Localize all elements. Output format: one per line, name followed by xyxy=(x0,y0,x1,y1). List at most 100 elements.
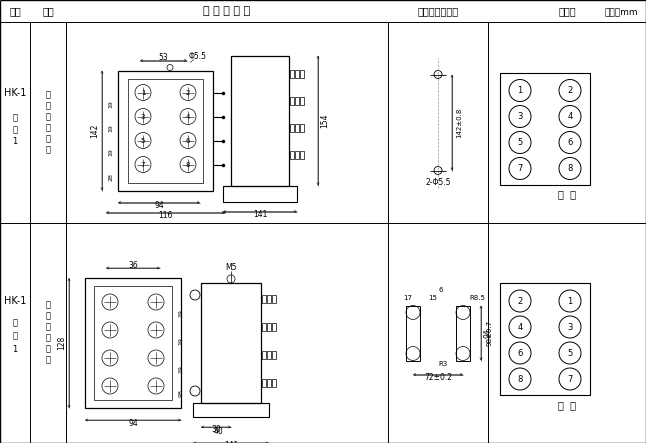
Text: 出: 出 xyxy=(45,101,50,110)
Text: 前: 前 xyxy=(45,123,50,132)
Bar xyxy=(201,283,261,403)
Text: 式: 式 xyxy=(45,112,50,121)
Text: 端子图: 端子图 xyxy=(558,6,576,16)
Bar xyxy=(193,403,269,417)
Text: 7: 7 xyxy=(141,162,145,167)
Bar xyxy=(456,306,470,361)
Bar xyxy=(272,323,276,331)
Text: HK-1: HK-1 xyxy=(4,296,26,306)
Text: 142±0.8: 142±0.8 xyxy=(456,107,462,138)
Text: 6: 6 xyxy=(439,288,443,294)
Text: 19: 19 xyxy=(109,148,114,156)
Text: 128: 128 xyxy=(57,336,67,350)
Bar xyxy=(272,379,276,387)
Bar xyxy=(267,323,271,331)
Text: 36: 36 xyxy=(128,260,138,269)
Bar xyxy=(267,351,271,359)
Text: 后: 后 xyxy=(45,334,50,342)
Text: 19: 19 xyxy=(178,309,183,317)
Text: 背  视: 背 视 xyxy=(558,400,576,410)
Bar xyxy=(295,97,299,105)
Text: 7: 7 xyxy=(517,164,523,173)
Text: 1: 1 xyxy=(567,296,572,306)
Bar xyxy=(300,124,304,132)
Text: 接: 接 xyxy=(45,345,50,354)
Bar xyxy=(300,151,304,159)
Text: 28: 28 xyxy=(109,174,114,182)
Bar xyxy=(300,97,304,105)
Text: 2: 2 xyxy=(517,296,523,306)
Text: 前  视: 前 视 xyxy=(558,190,576,199)
Text: 19: 19 xyxy=(178,337,183,345)
Bar xyxy=(267,295,271,303)
Bar xyxy=(290,70,294,78)
Text: 94: 94 xyxy=(128,419,138,427)
Text: 4: 4 xyxy=(517,323,523,331)
Text: 图号: 图号 xyxy=(9,6,21,16)
Bar xyxy=(300,70,304,78)
Text: 式: 式 xyxy=(45,323,50,331)
Bar xyxy=(500,283,590,395)
Text: 15: 15 xyxy=(428,295,437,300)
Text: 72±0.2: 72±0.2 xyxy=(424,373,452,382)
Bar xyxy=(290,151,294,159)
Text: 接: 接 xyxy=(45,134,50,143)
Text: 4: 4 xyxy=(186,113,190,120)
Text: 附: 附 xyxy=(12,319,17,327)
Text: 6: 6 xyxy=(186,137,191,144)
Text: 40: 40 xyxy=(214,427,224,436)
Text: 98±0.7: 98±0.7 xyxy=(486,320,492,346)
Text: 19: 19 xyxy=(178,365,183,373)
Bar xyxy=(500,73,590,184)
Text: 结构: 结构 xyxy=(42,6,54,16)
Bar xyxy=(272,351,276,359)
Text: 5: 5 xyxy=(141,137,145,144)
Bar xyxy=(118,70,213,190)
Bar xyxy=(223,186,297,202)
Bar xyxy=(295,124,299,132)
Bar xyxy=(267,379,271,387)
Text: 141: 141 xyxy=(253,210,267,219)
Text: 1: 1 xyxy=(141,89,145,96)
Text: 出: 出 xyxy=(45,311,50,320)
Text: 安装开孔尺寸图: 安装开孔尺寸图 xyxy=(417,6,459,16)
Text: 凸: 凸 xyxy=(45,90,50,99)
Text: 1: 1 xyxy=(12,345,17,354)
Bar xyxy=(295,70,299,78)
Bar xyxy=(272,295,276,303)
Bar xyxy=(231,55,289,186)
Text: 线: 线 xyxy=(45,145,50,154)
Text: 8: 8 xyxy=(186,162,191,167)
Text: 外 形 尺 寸 图: 外 形 尺 寸 图 xyxy=(203,6,251,16)
Bar xyxy=(94,286,172,400)
Text: 1: 1 xyxy=(12,137,17,146)
Bar xyxy=(406,306,420,361)
Text: Φ5.5: Φ5.5 xyxy=(189,52,207,61)
Text: 3: 3 xyxy=(141,113,145,120)
Text: 2: 2 xyxy=(186,89,190,96)
Text: 6: 6 xyxy=(517,349,523,358)
Text: 8: 8 xyxy=(567,164,573,173)
Text: 98: 98 xyxy=(178,389,183,397)
Text: 19: 19 xyxy=(109,101,114,109)
Text: 图: 图 xyxy=(12,125,17,134)
Text: 单位：mm: 单位：mm xyxy=(605,8,638,17)
Text: R3: R3 xyxy=(439,361,448,368)
Text: 2: 2 xyxy=(567,86,572,95)
Bar xyxy=(262,323,266,331)
Text: 1: 1 xyxy=(517,86,523,95)
Text: 6: 6 xyxy=(567,138,573,147)
Text: 19: 19 xyxy=(109,124,114,132)
Text: 154: 154 xyxy=(320,113,329,128)
Text: HK-1: HK-1 xyxy=(4,88,26,97)
Bar xyxy=(85,278,181,408)
Text: 线: 线 xyxy=(45,355,50,365)
Text: R8.5: R8.5 xyxy=(469,295,485,300)
Text: 5: 5 xyxy=(567,349,572,358)
Bar xyxy=(290,97,294,105)
Text: 53: 53 xyxy=(159,53,169,62)
Text: 2-Φ5.5: 2-Φ5.5 xyxy=(425,178,451,187)
Text: 94: 94 xyxy=(154,201,164,210)
Text: 8: 8 xyxy=(517,374,523,384)
Text: 4: 4 xyxy=(567,112,572,121)
